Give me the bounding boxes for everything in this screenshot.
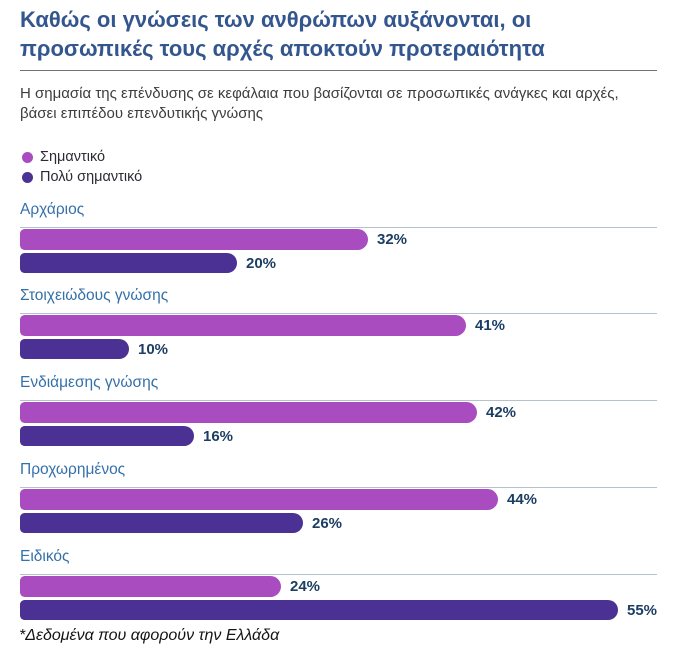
bar-row-simantiko: 32% xyxy=(20,229,657,250)
bar-row-simantiko: 41% xyxy=(20,315,657,336)
legend: Σημαντικό Πολύ σημαντικό xyxy=(22,147,142,187)
value-label: 41% xyxy=(475,317,506,334)
bar-row-simantiko: 24% xyxy=(20,576,657,597)
value-label: 10% xyxy=(138,340,169,358)
bar-poly-simantiko xyxy=(20,600,618,620)
chart-group: Στοιχειώδους γνώσης 41% 10% xyxy=(20,286,657,362)
chart-subtitle: Η σημασία της επένδυσης σε κεφάλαια που … xyxy=(20,85,619,122)
bar-row-poly-simantiko: 55% xyxy=(20,600,657,620)
category-label: Στοιχειώδους γνώσης xyxy=(20,287,169,304)
bar-simantiko xyxy=(20,315,466,336)
legend-dot-purple-icon xyxy=(22,171,33,183)
bar-simantiko xyxy=(20,489,498,510)
chart-group: Ειδικός 24% 55% xyxy=(20,547,657,623)
value-label: 55% xyxy=(627,601,658,619)
bar-row-poly-simantiko: 16% xyxy=(20,426,657,446)
bar-simantiko xyxy=(20,402,477,423)
header-divider xyxy=(20,70,657,71)
bar-track: 41% 10% xyxy=(20,313,657,359)
bar-poly-simantiko xyxy=(20,253,237,273)
legend-item-poly-simantiko: Πολύ σημαντικό xyxy=(22,167,142,187)
bar-simantiko xyxy=(20,229,368,250)
value-label: 24% xyxy=(290,578,321,595)
category-label: Προχωρημένος xyxy=(20,461,126,478)
bar-row-simantiko: 44% xyxy=(20,489,657,510)
bar-poly-simantiko xyxy=(20,426,194,446)
bar-row-simantiko: 42% xyxy=(20,402,657,423)
bar-row-poly-simantiko: 20% xyxy=(20,253,657,273)
value-label: 42% xyxy=(486,404,517,421)
footnote: *Δεδομένα που αφορούν την Ελλάδα xyxy=(19,627,280,644)
bar-poly-simantiko xyxy=(20,339,129,359)
chart-group: Προχωρημένος 44% 26% xyxy=(20,460,657,536)
legend-item-simantiko: Σημαντικό xyxy=(22,147,142,167)
value-label: 44% xyxy=(507,491,538,508)
bar-row-poly-simantiko: 26% xyxy=(20,513,657,533)
bar-poly-simantiko xyxy=(20,513,303,533)
bar-row-poly-simantiko: 10% xyxy=(20,339,657,359)
bar-track: 44% 26% xyxy=(20,487,657,533)
legend-dot-magenta-icon xyxy=(22,151,33,163)
legend-label: Πολύ σημαντικό xyxy=(40,169,143,185)
bar-track: 42% 16% xyxy=(20,400,657,446)
legend-label: Σημαντικό xyxy=(40,149,106,165)
chart-group: Ενδιάμεσης γνώσης 42% 16% xyxy=(20,373,657,449)
value-label: 20% xyxy=(246,254,277,272)
bar-track: 24% 55% xyxy=(20,574,657,620)
value-label: 16% xyxy=(203,427,234,445)
category-label: Ειδικός xyxy=(20,548,70,565)
chart-group: Αρχάριος 32% 20% xyxy=(20,200,657,276)
category-label: Αρχάριος xyxy=(20,201,85,218)
value-label: 32% xyxy=(377,231,408,248)
chart-title: Καθώς οι γνώσεις των ανθρώπων αυξάνονται… xyxy=(20,7,545,61)
bar-simantiko xyxy=(20,576,281,597)
bar-track: 32% 20% xyxy=(20,227,657,273)
category-label: Ενδιάμεσης γνώσης xyxy=(20,374,159,391)
value-label: 26% xyxy=(312,514,343,532)
